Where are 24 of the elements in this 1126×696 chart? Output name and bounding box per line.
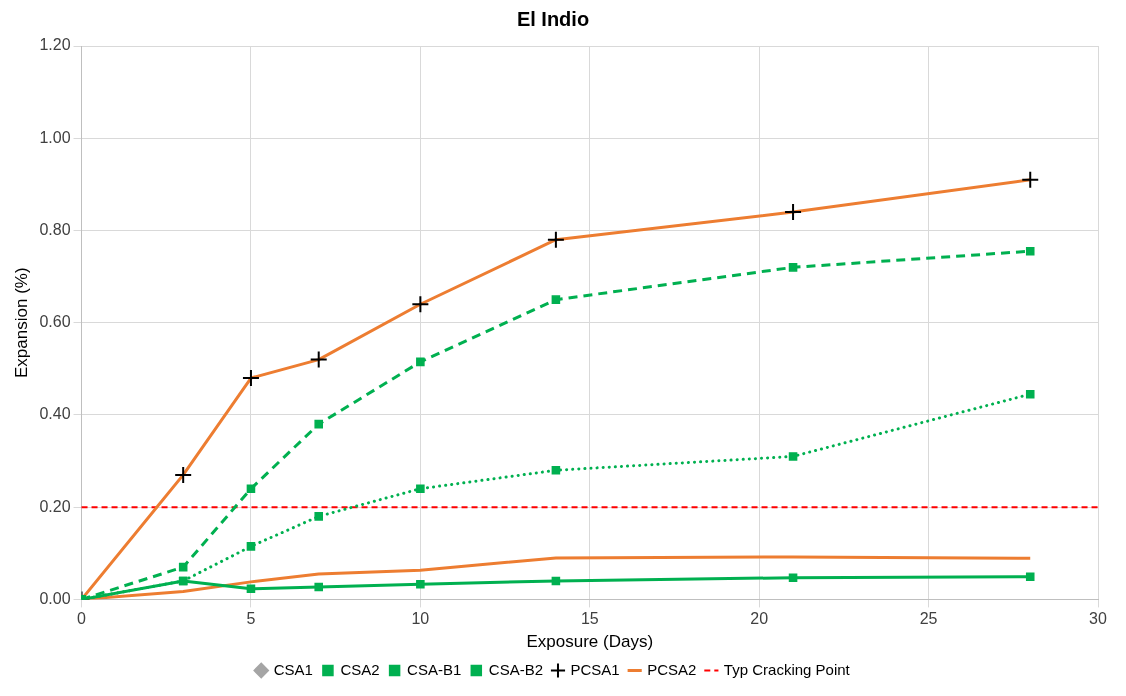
y-tick-label: 0.60: [39, 313, 71, 331]
x-tick-label: 25: [919, 610, 938, 628]
x-tick-label: 10: [411, 610, 430, 628]
x-axis-title: Exposure (Days): [526, 632, 654, 652]
y-tick-label: 0.40: [39, 405, 71, 423]
x-tick-label: 5: [246, 610, 256, 628]
legend-label: CSA1: [273, 660, 313, 678]
y-tick-label: 0.00: [39, 589, 71, 607]
x-tick-label: 15: [580, 610, 599, 628]
x-tick-label: 30: [1089, 610, 1107, 628]
y-tick-label: 1.20: [39, 36, 71, 54]
x-tick-label: 0: [77, 610, 87, 628]
x-tick-label: 20: [750, 610, 769, 628]
legend-label: PCSA2: [647, 660, 697, 678]
y-tick-label: 1.00: [39, 128, 71, 146]
y-tick-label: 0.80: [39, 220, 71, 238]
legend-label: PCSA1: [570, 660, 620, 678]
legend-label: CSA-B2: [488, 660, 543, 678]
chart-title: El Indio: [516, 7, 590, 30]
legend-label: CSA-B1: [407, 660, 462, 678]
y-axis-title: Expansion (%): [11, 267, 31, 378]
legend-label: CSA2: [340, 660, 380, 678]
y-tick-label: 0.20: [39, 497, 71, 515]
legend-label: Typ Cracking Point: [723, 660, 851, 678]
